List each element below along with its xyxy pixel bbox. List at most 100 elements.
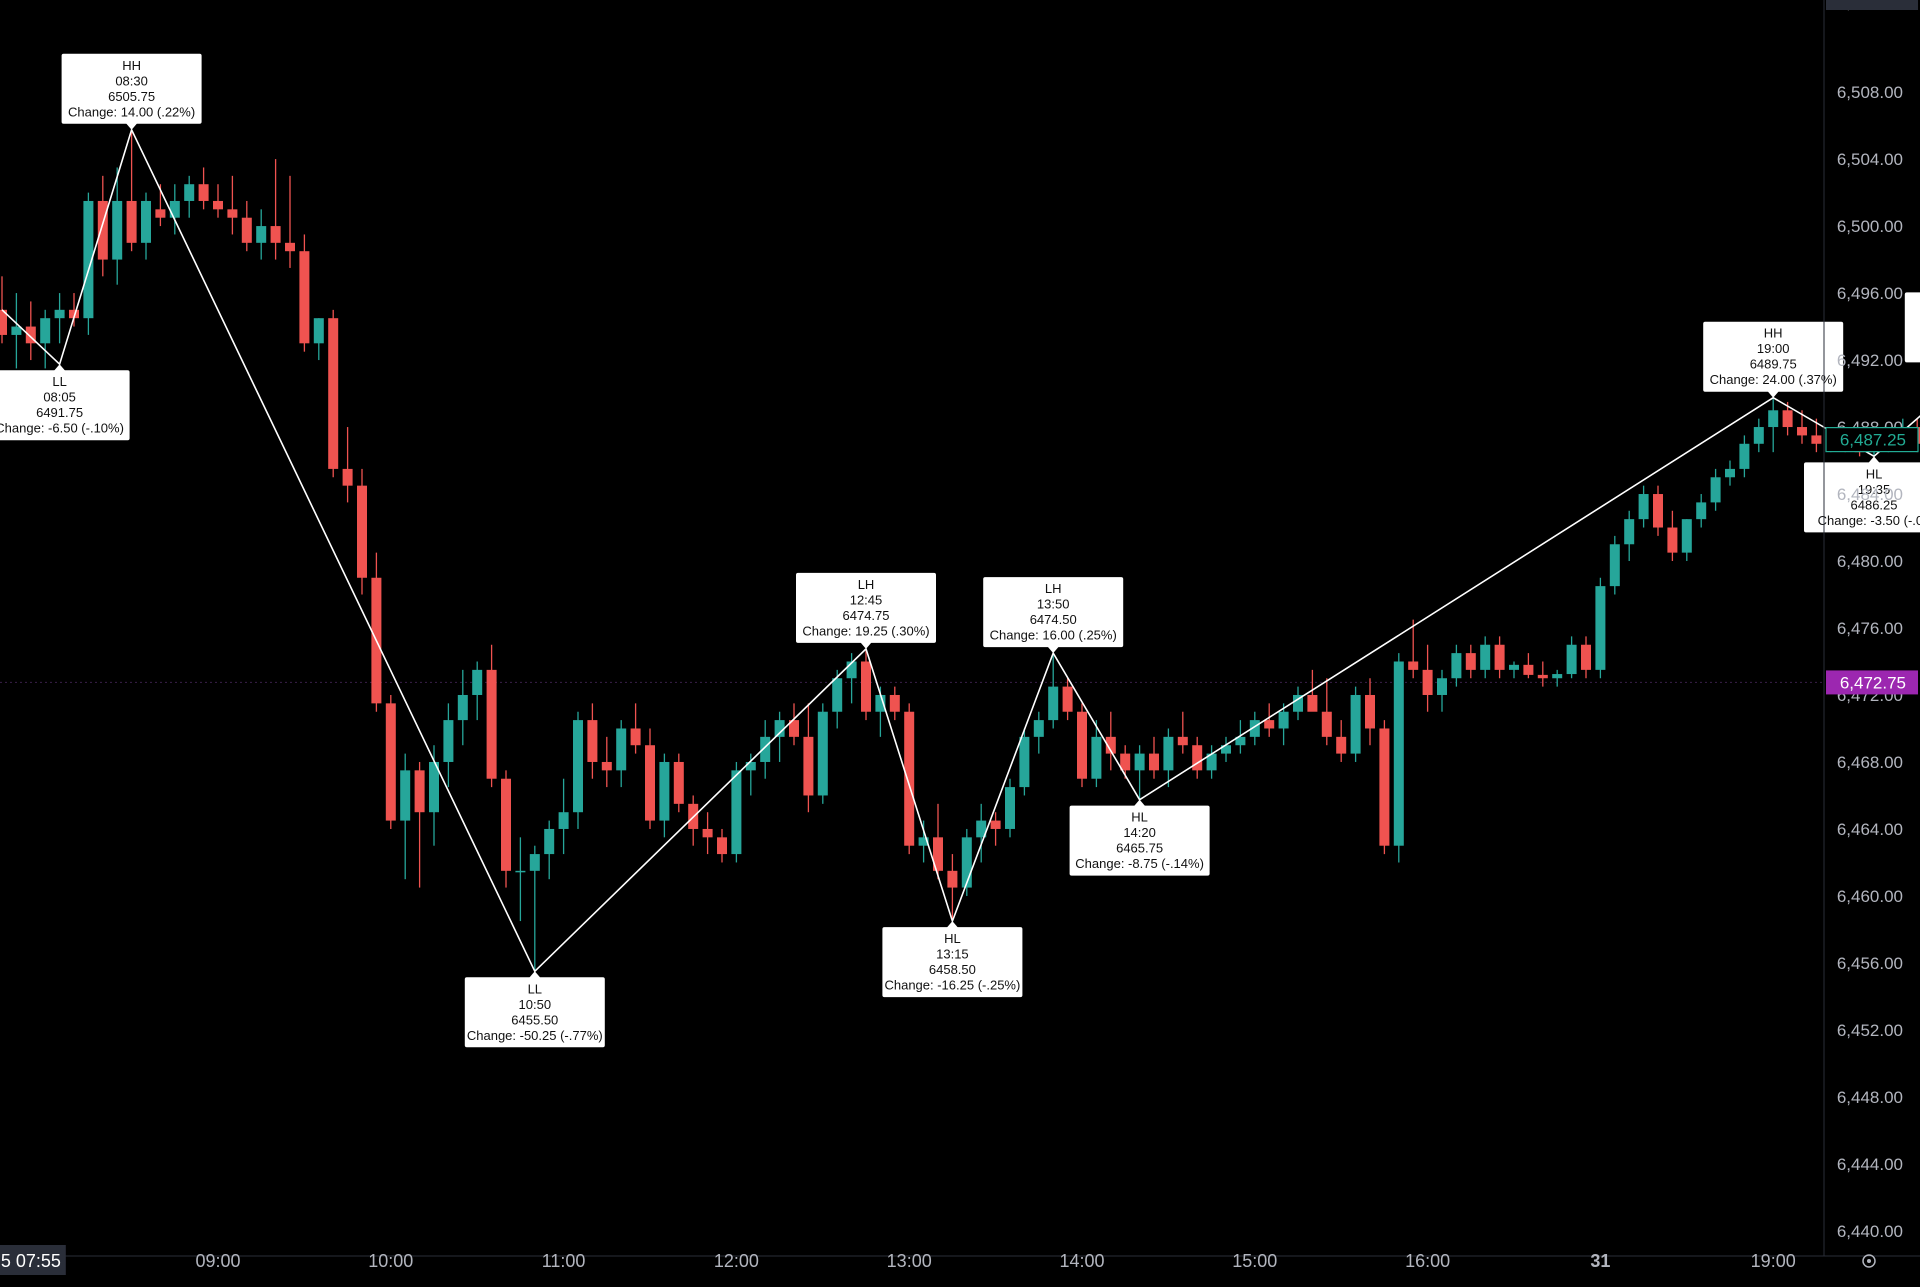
candle-down[interactable] — [1149, 736, 1159, 779]
candle-up[interactable] — [1710, 468, 1721, 511]
candle-down[interactable] — [1062, 678, 1073, 721]
candle-down[interactable] — [198, 167, 209, 210]
candle-up[interactable] — [1048, 653, 1059, 729]
candle-down[interactable] — [601, 736, 612, 788]
candle-down[interactable] — [1523, 653, 1534, 679]
candle-up[interactable] — [1552, 669, 1563, 687]
candle-up[interactable] — [1451, 644, 1462, 687]
candle-up[interactable] — [573, 711, 583, 829]
candle-down[interactable] — [673, 753, 684, 813]
candle-up[interactable] — [1221, 736, 1231, 762]
candle-down[interactable] — [1321, 678, 1332, 746]
candle-up[interactable] — [1638, 485, 1649, 528]
candle-up[interactable] — [918, 820, 929, 863]
candle-up[interactable] — [1609, 535, 1620, 595]
candle-up[interactable] — [256, 209, 267, 260]
candle-down[interactable] — [1537, 661, 1548, 687]
candle-up[interactable] — [1206, 745, 1217, 779]
candle-up[interactable] — [1134, 745, 1145, 800]
candle-down[interactable] — [889, 686, 900, 721]
candle-up[interactable] — [846, 653, 857, 704]
candle-down[interactable] — [213, 184, 223, 218]
candle-up[interactable] — [400, 753, 411, 880]
candle-down[interactable] — [990, 812, 1001, 846]
candle-up[interactable] — [659, 753, 670, 838]
candle-up[interactable] — [817, 703, 828, 804]
candle-up[interactable] — [1595, 577, 1606, 679]
candle-up[interactable] — [1696, 494, 1707, 528]
candle-down[interactable] — [1782, 401, 1793, 436]
candle-up[interactable] — [1509, 661, 1519, 679]
candle-down[interactable] — [1077, 703, 1087, 788]
candle-up[interactable] — [112, 167, 123, 285]
candle-up[interactable] — [544, 820, 555, 880]
candle-down[interactable] — [1797, 410, 1807, 444]
candle-down[interactable] — [861, 648, 871, 721]
candle-down[interactable] — [803, 703, 814, 813]
candle-down[interactable] — [1105, 711, 1116, 771]
candle-up[interactable] — [313, 318, 324, 361]
candle-down[interactable] — [1379, 720, 1390, 855]
candle-down[interactable] — [385, 694, 396, 829]
candle-up[interactable] — [1624, 510, 1635, 562]
candle-up[interactable] — [1681, 519, 1692, 562]
candle-down[interactable] — [299, 234, 310, 352]
candle-down[interactable] — [270, 159, 281, 260]
candle-down[interactable] — [645, 728, 655, 829]
candle-up[interactable] — [11, 293, 22, 369]
candle-up[interactable] — [961, 828, 972, 896]
candle-up[interactable] — [40, 309, 51, 369]
candle-down[interactable] — [1177, 711, 1188, 754]
candle-down[interactable] — [241, 200, 252, 252]
candle-down[interactable] — [285, 175, 295, 268]
candle-up[interactable] — [1725, 460, 1735, 486]
candle-down[interactable] — [25, 301, 36, 361]
candle-down[interactable] — [1581, 636, 1591, 679]
candle-up[interactable] — [1293, 686, 1303, 721]
candle-down[interactable] — [342, 427, 353, 503]
candle-down[interactable] — [630, 703, 641, 754]
candle-down[interactable] — [501, 770, 511, 888]
candle-down[interactable] — [702, 812, 713, 855]
candle-up[interactable] — [1753, 418, 1764, 453]
settings-gear-icon[interactable] — [1862, 1254, 1876, 1268]
candle-down[interactable] — [414, 761, 425, 888]
candle-up[interactable] — [1350, 686, 1361, 762]
candle-down[interactable] — [933, 803, 943, 880]
candle-down[interactable] — [1264, 703, 1275, 737]
candle-down[interactable] — [1465, 644, 1476, 679]
candle-up[interactable] — [443, 703, 454, 788]
candle-down[interactable] — [1811, 418, 1822, 453]
candle-down[interactable] — [1365, 678, 1375, 746]
candle-down[interactable] — [1408, 619, 1419, 679]
candle-up[interactable] — [457, 669, 468, 746]
candle-down[interactable] — [947, 854, 958, 922]
candle-down[interactable] — [1653, 485, 1663, 536]
candle-up[interactable] — [515, 837, 526, 922]
candle-up[interactable] — [1393, 653, 1404, 863]
candle-up[interactable] — [774, 711, 785, 762]
candle-up[interactable] — [976, 803, 987, 863]
candle-down[interactable] — [904, 703, 915, 855]
candle-up[interactable] — [1480, 636, 1491, 679]
candle-down[interactable] — [328, 309, 339, 478]
candle-up[interactable] — [1163, 728, 1174, 788]
candle-up[interactable] — [1235, 720, 1246, 754]
candle-up[interactable] — [529, 845, 540, 972]
candle-up[interactable] — [54, 293, 65, 344]
candle-up[interactable] — [141, 192, 151, 260]
candle-down[interactable] — [717, 828, 727, 863]
time-axis[interactable]: 09:00 10:00 11:00 12:00 13:00 14:00 15:00 16:00… — [0, 1245, 1920, 1275]
candle-down[interactable] — [69, 293, 79, 327]
candle-down[interactable] — [357, 468, 367, 595]
candle-down[interactable] — [1192, 736, 1203, 779]
candle-down[interactable] — [1336, 720, 1347, 762]
candle-up[interactable] — [1091, 720, 1102, 788]
candle-down[interactable] — [1422, 644, 1433, 712]
candle-up[interactable] — [832, 669, 843, 729]
candle-up[interactable] — [1739, 435, 1750, 478]
candle-up[interactable] — [472, 661, 483, 721]
candle-down[interactable] — [789, 703, 799, 746]
candle-up[interactable] — [616, 720, 627, 788]
